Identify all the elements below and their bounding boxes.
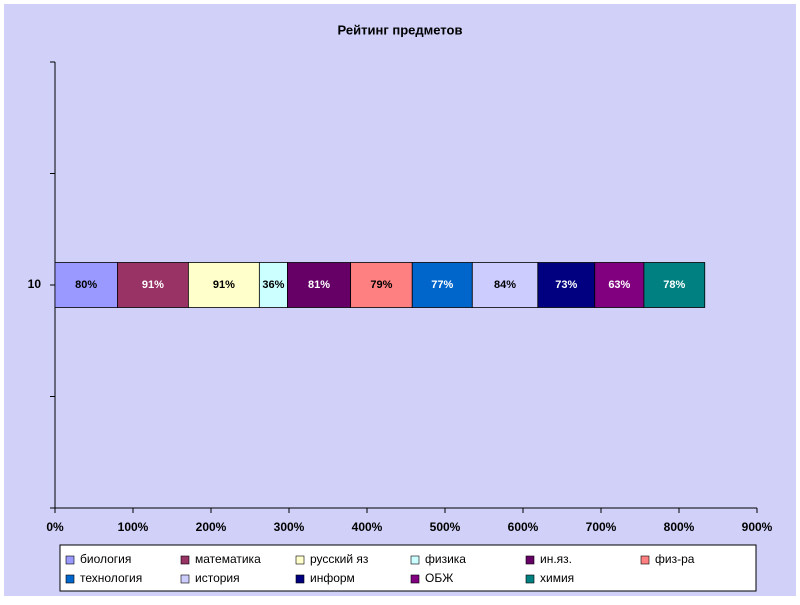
bar-segment	[187, 262, 260, 308]
x-tick-label: 200%	[196, 520, 227, 534]
legend-label: физ-ра	[655, 552, 695, 566]
legend-swatch	[525, 555, 535, 565]
legend-swatch	[525, 574, 535, 584]
bar-segment	[594, 262, 645, 308]
data-label: 81%	[308, 279, 330, 291]
legend-label: информ	[310, 571, 355, 585]
x-tick-label: 300%	[274, 520, 305, 534]
legend-swatch	[410, 574, 420, 584]
data-label: 73%	[555, 279, 577, 291]
data-label: 78%	[663, 279, 685, 291]
legend-label: технология	[80, 571, 142, 585]
legend-swatch	[180, 555, 190, 565]
bar-segment	[537, 262, 596, 308]
bar-segment	[350, 262, 413, 308]
legend-label: русский яз	[310, 552, 369, 566]
x-tick-label: 800%	[664, 520, 695, 534]
legend-swatch	[295, 555, 305, 565]
legend-swatch	[640, 555, 650, 565]
data-label: 63%	[608, 279, 630, 291]
x-tick-label: 900%	[742, 520, 773, 534]
legend-label: химия	[540, 571, 574, 585]
chart-title: Рейтинг предметов	[338, 22, 463, 37]
legend-swatch	[65, 574, 75, 584]
bar-segment	[117, 262, 189, 308]
x-tick-label: 0%	[46, 520, 64, 534]
bar-segment	[54, 262, 118, 308]
legend-label: математика	[195, 552, 261, 566]
x-tick-label: 600%	[508, 520, 539, 534]
legend-swatch	[65, 555, 75, 565]
x-tick-label: 500%	[430, 520, 461, 534]
data-label: 91%	[142, 279, 164, 291]
data-label: 84%	[494, 279, 516, 291]
bar-segment	[643, 262, 706, 308]
data-label: 91%	[213, 279, 235, 291]
data-label: 36%	[262, 279, 284, 291]
x-tick-label: 700%	[586, 520, 617, 534]
legend	[59, 544, 757, 592]
data-label: 79%	[370, 279, 392, 291]
legend-label: физика	[425, 552, 466, 566]
legend-label: биология	[80, 552, 131, 566]
y-tick-label: 10	[28, 277, 42, 291]
legend-swatch	[410, 555, 420, 565]
data-label: 80%	[75, 279, 97, 291]
legend-label: история	[195, 571, 240, 585]
legend-swatch	[180, 574, 190, 584]
legend-swatch	[295, 574, 305, 584]
bar-segment	[471, 262, 539, 308]
x-tick-label: 100%	[118, 520, 149, 534]
legend-label: ОБЖ	[425, 571, 453, 585]
data-label: 77%	[431, 279, 453, 291]
x-tick-label: 400%	[352, 520, 383, 534]
legend-label: ин.яз.	[540, 552, 572, 566]
